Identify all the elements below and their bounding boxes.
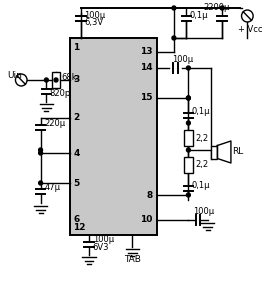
Text: + Vcc: + Vcc [238,25,262,34]
Text: RL: RL [232,147,243,157]
Bar [184,130,193,146]
Text: 6,3V: 6,3V [84,18,103,27]
Text: 2,2: 2,2 [195,160,208,170]
Circle shape [54,78,58,82]
Bar [184,157,193,173]
Circle shape [186,96,190,100]
Bar [70,38,156,235]
Polygon shape [217,141,231,163]
Text: Uin: Uin [8,71,23,79]
Text: 2200µ: 2200µ [203,3,229,12]
Circle shape [186,193,190,197]
Text: 0,1µ: 0,1µ [191,108,210,116]
Text: 15: 15 [140,94,153,103]
Text: 0,1µ: 0,1µ [191,181,210,190]
Text: 6: 6 [73,216,80,225]
Circle shape [39,181,43,185]
Text: 13: 13 [140,47,153,57]
Text: 4: 4 [73,149,80,158]
Text: 1: 1 [73,44,80,53]
Circle shape [186,66,190,70]
Text: 820p: 820p [49,90,70,99]
Text: 6V3: 6V3 [93,242,109,251]
Text: 10: 10 [140,216,153,225]
Circle shape [186,96,190,100]
Circle shape [186,121,190,125]
Bar [211,145,217,158]
Text: 3: 3 [73,75,80,84]
Circle shape [220,6,224,10]
Text: 100µ: 100µ [172,55,193,64]
Circle shape [44,78,48,82]
Text: 2,2: 2,2 [195,134,208,142]
Text: 47µ: 47µ [44,182,60,192]
Circle shape [172,36,176,40]
Text: 5: 5 [73,179,80,188]
Text: TAB: TAB [124,255,141,264]
Text: 14: 14 [140,64,153,73]
Circle shape [39,148,43,152]
Circle shape [39,151,43,155]
Text: 2: 2 [73,114,80,123]
Text: 100µ: 100µ [193,208,214,216]
Circle shape [186,148,190,152]
Bar [52,72,60,88]
Text: 100µ: 100µ [84,10,105,19]
Text: 220µ: 220µ [44,118,65,127]
Text: 8: 8 [146,190,153,199]
Circle shape [172,6,176,10]
Text: 100µ: 100µ [93,236,114,244]
Text: 0,1µ: 0,1µ [189,10,208,19]
Text: 12: 12 [73,223,86,232]
Text: 68k: 68k [62,73,77,81]
